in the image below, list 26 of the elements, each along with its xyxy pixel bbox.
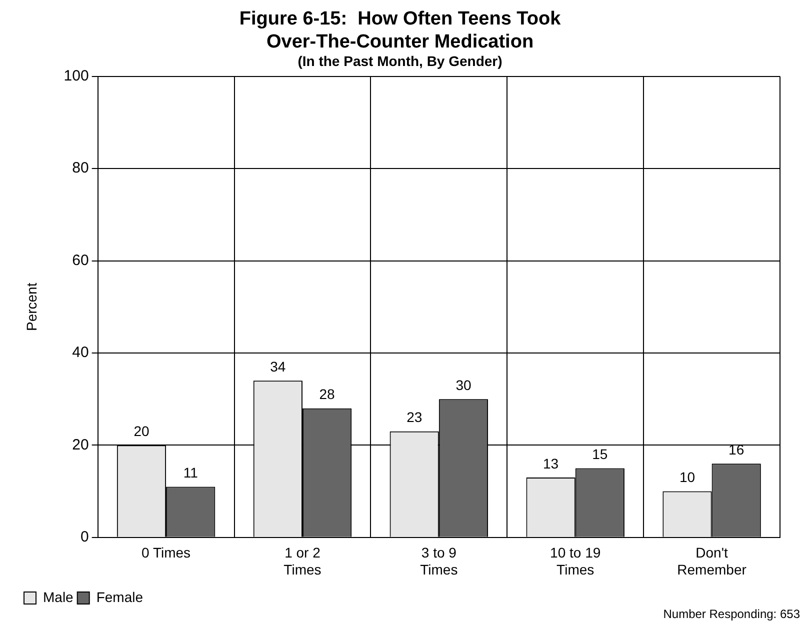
- chart-subtitle: (In the Past Month, By Gender): [298, 52, 502, 69]
- y-tick-label: 100: [64, 68, 89, 85]
- y-tick-label: 40: [72, 344, 89, 362]
- data-label: 30: [456, 376, 472, 393]
- x-tick-label: 0 Times: [142, 544, 191, 561]
- y-axis-title: Percent: [23, 282, 40, 332]
- x-tick-label: 3 to 9 Times: [420, 544, 458, 578]
- legend-label: Female: [96, 588, 144, 605]
- data-label: 23: [406, 409, 422, 426]
- text: Number Responding: 653: [663, 607, 800, 621]
- x-tick-label: 10 to 19 Times: [550, 544, 601, 578]
- data-label: 15: [592, 446, 608, 462]
- y-tick-label: 80: [72, 160, 89, 177]
- data-label: 28: [319, 386, 336, 402]
- data-label: 20: [134, 423, 150, 440]
- data-label: 11: [183, 464, 198, 481]
- y-tick-label: 20: [72, 436, 89, 454]
- x-tick-label: 1 or 2 Times: [284, 544, 322, 578]
- data-label: 10: [679, 469, 696, 486]
- x-tick-label: Don't Remember: [677, 544, 747, 578]
- data-label: 13: [543, 455, 559, 472]
- y-tick-label: 0: [80, 528, 89, 546]
- y-tick-label: 60: [72, 252, 89, 269]
- legend-label: Male: [43, 588, 74, 605]
- chart-title: Figure 6-15: How Often Teens Took Over-The-Counter Medication: [239, 8, 562, 52]
- data-label: 34: [270, 358, 286, 375]
